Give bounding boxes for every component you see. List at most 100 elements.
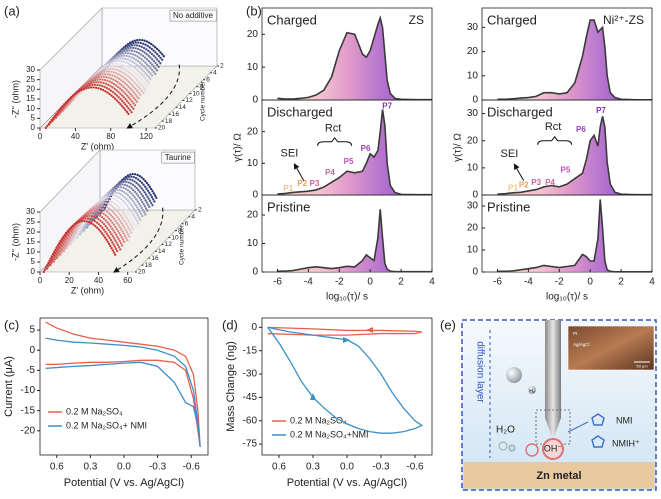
- nmi-label: NMI: [616, 415, 633, 425]
- x-tick-label: -6: [273, 277, 282, 288]
- peak-label: P1: [283, 184, 293, 193]
- drt-curve: [277, 15, 432, 101]
- link-line: [567, 421, 589, 433]
- y-tick-label: 10: [247, 158, 259, 169]
- y-tick-label: -10: [21, 385, 36, 396]
- annotation: SEI: [501, 148, 519, 160]
- z-tick-label: 8: [178, 227, 182, 234]
- peak-area: [497, 20, 652, 100]
- x-tick-label: 0: [587, 277, 593, 288]
- z-tick-label: 20: [138, 269, 146, 276]
- x-tick-label: -2: [335, 277, 344, 288]
- nmih-label: NMIH⁺: [612, 438, 640, 448]
- y-tick-label: 5: [31, 113, 36, 122]
- x-axis-label: Z' (ohm): [71, 285, 104, 295]
- peak-label: P2: [297, 179, 307, 188]
- y-tick-label: -5: [26, 365, 35, 376]
- spectrum-curve: [86, 185, 147, 229]
- legend-label: 0.2 M Na₂SO₄: [66, 406, 123, 416]
- y-axis-label: -Z'' (ohm): [10, 80, 20, 118]
- drt-curve: [277, 209, 432, 273]
- y-tick-label: 30: [26, 207, 35, 216]
- panel-label: (c): [4, 317, 19, 332]
- peak-label: P7: [596, 106, 606, 115]
- state-label: Charged: [487, 12, 537, 27]
- panel-label: (e): [440, 317, 456, 332]
- z-tick-label: 4: [191, 214, 195, 221]
- y-tick-label: 0: [252, 267, 258, 278]
- y-tick-label: 0: [29, 345, 35, 356]
- hydrogen-label: H₂: [529, 388, 535, 394]
- y-tick-label: 10: [26, 247, 35, 256]
- y-tick-label: -20: [21, 425, 36, 436]
- x-axis-label: Potential (V vs. Ag/AgCl): [287, 477, 407, 489]
- x-tick-label: 0: [38, 276, 43, 285]
- spectrum-curve: [69, 199, 136, 246]
- x-tick-label: 2: [398, 277, 404, 288]
- y-tick-label: 20: [247, 210, 259, 221]
- y-tick-label: 25: [26, 217, 35, 226]
- peak-label: P3: [531, 178, 541, 187]
- peak-label: P6: [576, 125, 586, 134]
- x-tick-label: -0.3: [372, 462, 390, 473]
- inset-image: [567, 325, 655, 371]
- spectrum-curve: [66, 201, 134, 249]
- water-molecule: [498, 441, 508, 451]
- y-tick-label: 0: [251, 322, 257, 333]
- x-tick-label: 40: [94, 276, 103, 285]
- spectrum-curve: [99, 175, 156, 215]
- y-tick-label: 20: [26, 227, 35, 236]
- peak-label: P7: [382, 101, 392, 110]
- y-tick-label: -15: [243, 345, 258, 356]
- x-tick-label: 0.0: [117, 462, 131, 473]
- y-tick-label: 20: [467, 135, 479, 146]
- z-tick-label: 12: [165, 241, 173, 248]
- oh-ring: [542, 438, 564, 460]
- spectrum-curve: [82, 188, 145, 232]
- x-tick-label: 0.0: [340, 462, 354, 473]
- electrode-label: Zn metal: [536, 470, 581, 482]
- zn-electrode: [463, 462, 655, 489]
- y-tick-label: -30: [243, 369, 258, 380]
- drt-curve: [277, 109, 432, 196]
- z-tick-label: 18: [145, 262, 153, 269]
- y-tick-label: 30: [467, 108, 479, 119]
- z-tick-label: 14: [158, 248, 166, 255]
- y-tick-label: 0: [252, 190, 258, 201]
- spectrum-curve: [42, 219, 118, 274]
- x-tick-label: 0.6: [272, 462, 286, 473]
- z-tick-label: 10: [171, 234, 179, 241]
- x-tick-label: 80: [106, 132, 115, 141]
- x-tick-label: 0.3: [83, 462, 97, 473]
- inset-label: Pt: [573, 331, 578, 336]
- trend-arrow: [113, 207, 164, 273]
- y-tick-label: 25: [26, 75, 35, 84]
- x-tick-label: 120: [139, 132, 153, 141]
- h2-bubble: [506, 367, 522, 383]
- y-tick-label: 10: [247, 62, 259, 73]
- y-tick-label: 20: [247, 29, 259, 40]
- probe: [545, 320, 561, 418]
- panel-label: (b): [246, 3, 262, 18]
- peak-label: P5: [561, 166, 571, 175]
- peak-label: P2: [519, 181, 529, 190]
- state-label: Discharged: [267, 104, 333, 119]
- z-axis-label: Cycle number: [200, 80, 207, 121]
- title-box: [169, 9, 217, 22]
- annotation: Rct: [545, 121, 562, 133]
- legend-label: 0.2 M Na₂SO₄+NMI: [290, 429, 368, 439]
- y-tick-label: 0: [31, 123, 36, 132]
- x-axis-label: log₁₀(τ)/ s: [326, 292, 368, 303]
- peak-label: P4: [545, 178, 555, 187]
- x-tick-label: -6: [493, 277, 502, 288]
- hydroxide-label: OH⁻: [544, 443, 563, 453]
- x-tick-label: -4: [304, 277, 313, 288]
- y-tick-label: 10: [467, 70, 479, 81]
- x-tick-label: 0: [367, 277, 373, 288]
- spectrum-curve: [102, 172, 159, 212]
- chart-title: ZS: [409, 13, 424, 27]
- y-tick-label: 5: [29, 325, 35, 336]
- z-tick-label: 18: [165, 118, 173, 125]
- panel-label: (d): [222, 317, 238, 332]
- x-axis-label: Potential (V vs. Ag/AgCl): [64, 477, 184, 489]
